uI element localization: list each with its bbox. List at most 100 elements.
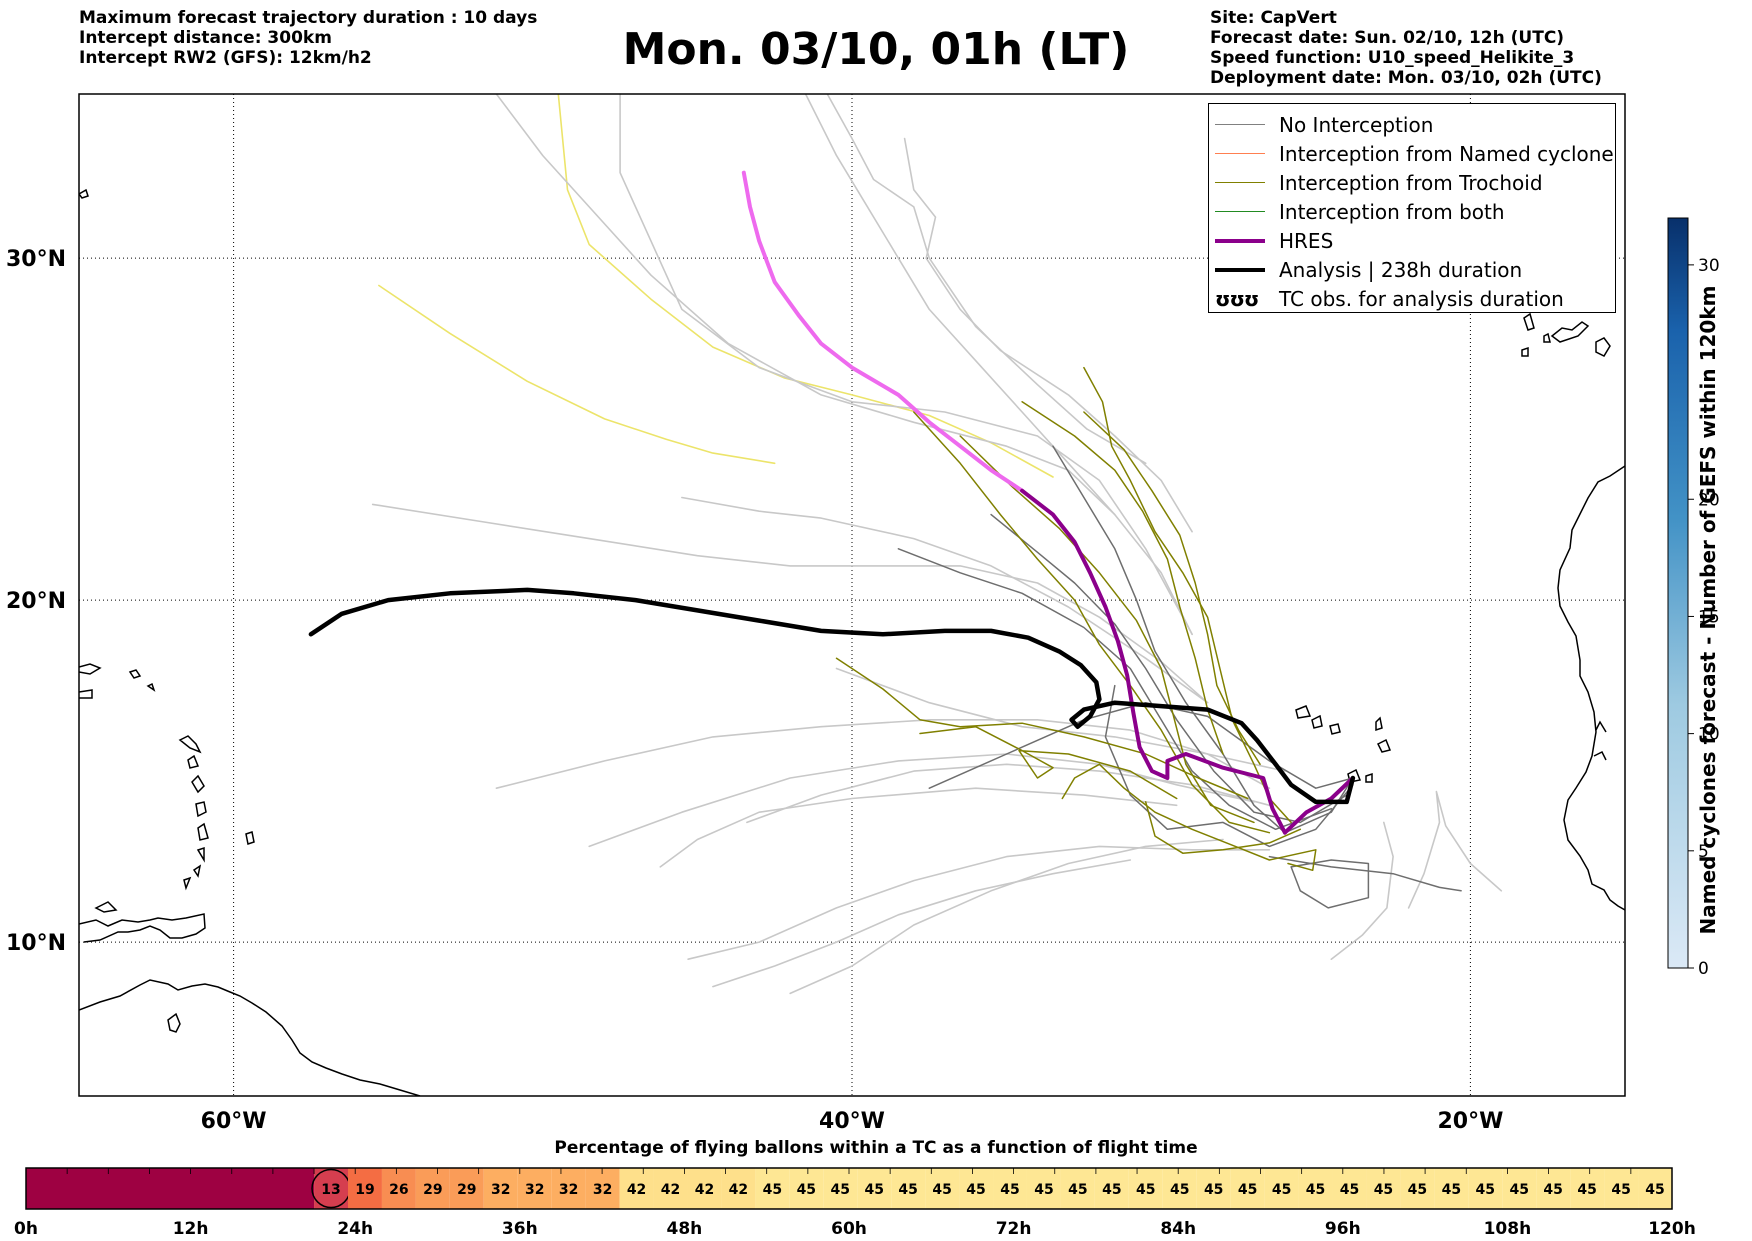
- colorbar-tick-label: 5: [1698, 842, 1709, 862]
- island-small-1: [79, 689, 93, 699]
- strip-cell: [415, 1168, 450, 1209]
- colorbar-tick-label: 15: [1698, 607, 1720, 627]
- strip-cell: [993, 1168, 1027, 1209]
- trajectory-dark: [897, 548, 1333, 831]
- hres-track-upper: [741, 170, 1025, 493]
- strip-hour-label: 84h: [1160, 1219, 1196, 1239]
- coastline-africa-inlets: [1593, 720, 1607, 761]
- strip-cell-value: 45: [1102, 1182, 1121, 1198]
- strip-cell: [891, 1168, 926, 1209]
- trajectory-light: [826, 94, 1147, 465]
- strip-cell: [619, 1168, 654, 1209]
- strip-cell: [449, 1168, 484, 1209]
- strip-cell: [755, 1168, 790, 1209]
- antilles-chain: [178, 735, 255, 891]
- strip-frame: [25, 1167, 1673, 1210]
- strip-cell: [1400, 1168, 1435, 1209]
- strip-cell-value: 13: [321, 1182, 340, 1198]
- strip-cell-value: 26: [389, 1182, 408, 1198]
- strip-cell-value: 42: [661, 1182, 680, 1198]
- strip-cell-value: 45: [966, 1182, 985, 1198]
- strip-hour-label: 12h: [173, 1219, 209, 1239]
- strip-cell: [959, 1168, 994, 1209]
- island-trinidad: [167, 1012, 181, 1033]
- strip-hour-label: 96h: [1325, 1219, 1361, 1239]
- strip-cell-value: 45: [932, 1182, 951, 1198]
- trajectory-dark: [1052, 445, 1354, 834]
- header-right-info: Site: CapVert Forecast date: Sun. 02/10,…: [1210, 8, 1602, 88]
- strip-cell: [1094, 1168, 1129, 1209]
- strip-cell-value: 45: [1136, 1182, 1155, 1198]
- strip-cell: [314, 1168, 348, 1209]
- trajectory-light: [1407, 790, 1503, 909]
- strip-hour-label: 108h: [1484, 1219, 1532, 1239]
- trajectory-yellow: [378, 284, 776, 465]
- colorbar-tick-label: 0: [1698, 959, 1709, 979]
- strip-hour-label: 36h: [502, 1219, 538, 1239]
- trajectory-olive: [1083, 411, 1261, 766]
- strip-hour-label: 24h: [337, 1219, 373, 1239]
- strip-cell: [1162, 1168, 1197, 1209]
- trajectory-dark: [928, 701, 1354, 789]
- legend-swatch: [1215, 124, 1265, 125]
- strip-cell-value: 45: [1645, 1182, 1664, 1198]
- strip-cell: [1536, 1168, 1571, 1209]
- legend-item: Interception from both: [1209, 197, 1505, 226]
- legend-swatch: [1215, 182, 1265, 183]
- legend-swatch: [1215, 211, 1265, 212]
- strip-cell-value: 45: [1543, 1182, 1562, 1198]
- island-capeverde-1: [1295, 705, 1312, 719]
- legend-label: HRES: [1279, 228, 1334, 253]
- strip-hour-label: 120h: [1648, 1219, 1696, 1239]
- trajectory-olive: [913, 411, 1271, 834]
- strip-cell-value: 45: [864, 1182, 883, 1198]
- strip-cell-value: 45: [898, 1182, 917, 1198]
- lon-tick-label: 40°W: [819, 1109, 885, 1134]
- strip-cell-value: 45: [1034, 1182, 1053, 1198]
- strip-cell-value: 42: [695, 1182, 714, 1198]
- strip-cell: [1332, 1168, 1367, 1209]
- strip-cell-value: 42: [627, 1182, 646, 1198]
- trajectory-olive: [835, 657, 1249, 800]
- trajectory-light: [712, 859, 1132, 988]
- island-puerto-rico: [79, 663, 102, 675]
- coastline-africa: [1557, 465, 1625, 911]
- strip-cell-value: 45: [763, 1182, 782, 1198]
- strip-cell-value: 45: [1068, 1182, 1087, 1198]
- forecast-date-text: Forecast date: Sun. 02/10, 12h (UTC): [1210, 28, 1565, 48]
- coastline-caribbean: [79, 913, 206, 943]
- island-northwest: [79, 188, 89, 199]
- strip-cell: [1026, 1168, 1061, 1209]
- strip-cell-value: 29: [457, 1182, 476, 1198]
- strip-hour-label: 0h: [14, 1219, 38, 1239]
- legend-label: Interception from both: [1279, 199, 1505, 224]
- strip-cell: [517, 1168, 552, 1209]
- strip-cell-value: 45: [1577, 1182, 1596, 1198]
- strip-cell-value: 32: [525, 1182, 544, 1198]
- speed-function-text: Speed function: U10_speed_Helikite_3: [1210, 48, 1575, 68]
- strip-cell: [1468, 1168, 1503, 1209]
- strip-cell: [1604, 1168, 1639, 1209]
- max-duration-text: Maximum forecast trajectory duration : 1…: [79, 8, 538, 28]
- trajectory-light: [495, 94, 1116, 516]
- legend-item: HRES: [1209, 226, 1333, 255]
- strip-cell: [1570, 1168, 1605, 1209]
- island-canary-5: [1543, 332, 1551, 343]
- strip-cell-value: 32: [593, 1182, 612, 1198]
- strip-cell: [551, 1168, 586, 1209]
- legend-item: No Interception: [1209, 110, 1433, 139]
- strip-hour-label: 48h: [667, 1219, 703, 1239]
- trajectory-dark: [1104, 684, 1354, 848]
- strip-hour-label: 72h: [996, 1219, 1032, 1239]
- strip-cell-value: 32: [559, 1182, 578, 1198]
- strip-cell: [1298, 1168, 1333, 1209]
- island-small-3: [146, 682, 156, 692]
- colorbar-tick-label: 10: [1698, 725, 1720, 745]
- island-small-2: [128, 669, 142, 679]
- strip-cell: [857, 1168, 892, 1209]
- strip-dark-segment: [26, 1168, 315, 1209]
- strip-cell: [823, 1168, 858, 1209]
- trajectory-light: [804, 94, 1193, 636]
